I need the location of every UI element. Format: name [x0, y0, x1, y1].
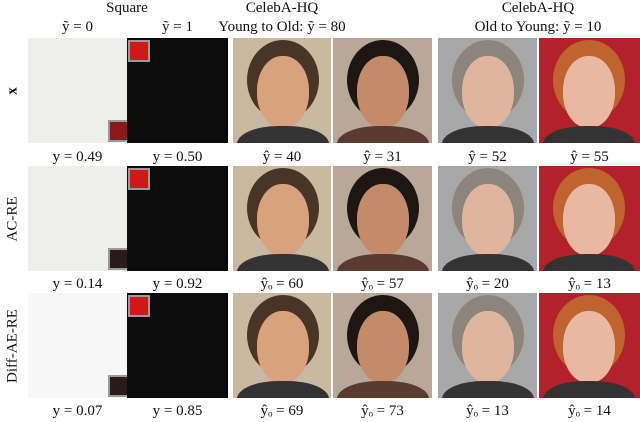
caption: ŷₒ = 57 [361, 276, 404, 292]
image [539, 293, 640, 398]
caption: ŷₒ = 20 [466, 276, 509, 292]
face [357, 184, 409, 256]
column-subtitle: Old to Young: ỹ = 10 [474, 19, 602, 35]
row-label: Diff-AE-RE [4, 308, 21, 383]
shoulders [442, 381, 534, 398]
shoulders [237, 254, 329, 271]
square-marker [108, 120, 127, 142]
face [563, 311, 615, 383]
shoulders [442, 126, 534, 143]
caption: y = 0.07 [52, 403, 103, 419]
caption: ŷₒ = 69 [260, 403, 304, 419]
shoulders [337, 126, 429, 143]
face [563, 184, 615, 256]
image [438, 38, 537, 143]
face [462, 184, 514, 256]
image [438, 293, 537, 398]
caption: y = 0.50 [152, 149, 203, 165]
shoulders [237, 381, 329, 398]
caption: y = 0.14 [52, 276, 103, 292]
caption: ŷₒ = 73 [361, 403, 404, 419]
shoulders [337, 381, 429, 398]
column-subtitle: ỹ = 1 [162, 19, 193, 35]
square-marker [108, 375, 127, 397]
caption: ŷₒ = 60 [260, 276, 304, 292]
shoulders [442, 254, 534, 271]
image [127, 293, 228, 398]
row-label: AC-RE [4, 196, 21, 241]
face [257, 56, 309, 128]
caption: ŷ = 31 [363, 149, 402, 165]
shoulders [543, 254, 635, 271]
image [438, 166, 537, 271]
shoulders [543, 381, 635, 398]
caption: y = 0.49 [52, 149, 103, 165]
image [28, 38, 127, 143]
row-label: x [4, 86, 21, 95]
caption: y = 0.85 [152, 403, 203, 419]
group-title: CelebA-HQ [501, 0, 575, 16]
square-marker [108, 248, 127, 270]
face [563, 56, 615, 128]
face [462, 56, 514, 128]
image [333, 293, 432, 398]
group-title: CelebA-HQ [245, 0, 319, 16]
image [28, 166, 127, 271]
caption: ŷₒ = 13 [568, 276, 611, 292]
image [333, 38, 432, 143]
shoulders [337, 254, 429, 271]
face [257, 311, 309, 383]
face [357, 311, 409, 383]
image [28, 293, 127, 398]
square-marker [128, 168, 150, 190]
image [127, 38, 228, 143]
caption: ŷₒ = 14 [568, 403, 611, 419]
shoulders [543, 126, 635, 143]
shoulders [237, 126, 329, 143]
image [127, 166, 228, 271]
caption: ŷ = 52 [468, 149, 507, 165]
caption: ŷ = 40 [262, 149, 302, 165]
image [539, 38, 640, 143]
caption: y = 0.92 [152, 276, 203, 292]
square-marker [128, 295, 150, 317]
image [233, 38, 331, 143]
image [333, 166, 432, 271]
face [357, 56, 409, 128]
caption: ŷ = 55 [570, 149, 609, 165]
face [462, 311, 514, 383]
image [233, 293, 331, 398]
column-subtitle: ỹ = 0 [62, 19, 93, 35]
column-subtitle: Young to Old: ỹ = 80 [218, 19, 346, 35]
caption: ŷₒ = 13 [466, 403, 509, 419]
group-title: Square [106, 0, 148, 16]
image [233, 166, 331, 271]
square-marker [128, 40, 150, 62]
face [257, 184, 309, 256]
image [539, 166, 640, 271]
